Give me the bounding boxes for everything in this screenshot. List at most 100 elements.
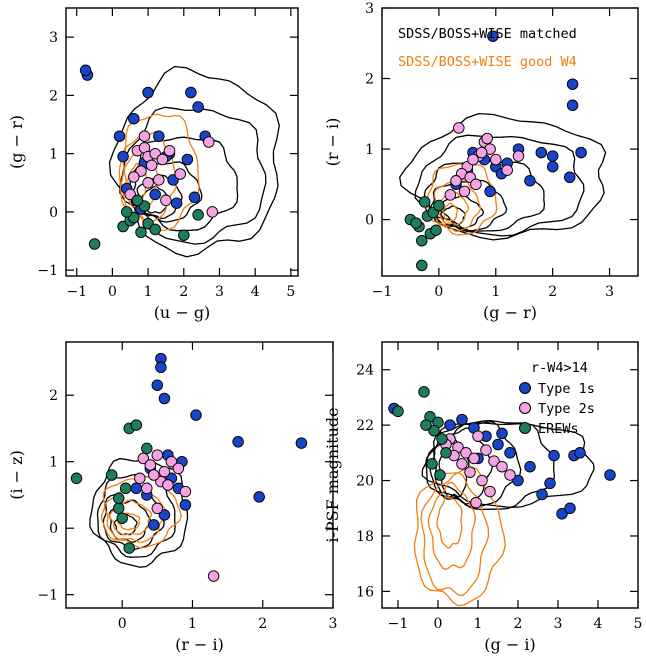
x-tick-label: 3 [554,616,563,632]
x-tick-label: 0 [108,284,117,300]
contour-good_w4 [420,471,490,597]
point-type1 [546,160,559,173]
point-erew [149,223,161,236]
point-type1 [566,78,579,90]
point-type2 [148,469,160,481]
point-erew [70,472,83,485]
x-tick-label: 3 [329,616,338,632]
x-tick-label: 5 [634,616,643,632]
y-tick-label: 2 [365,72,374,88]
point-type2 [444,189,457,201]
x-tick-label: 0 [434,616,443,632]
point-type2 [156,153,169,166]
point-type1 [232,436,244,448]
point-type2 [158,465,171,478]
point-type2 [141,482,153,495]
point-type1 [544,477,556,490]
contour-matched [108,65,280,258]
panel-gr-ri: −1 0 1 2 3 0 1 2 3 (g − r) (r − i) [323,1,639,322]
plot-frame [65,341,334,609]
legend-matched: SDSS/BOSS+WISE matched [398,26,577,42]
legend-type1-marker [519,382,531,394]
point-type1 [484,185,496,198]
contour-matched [113,513,138,536]
point-type2 [453,122,465,134]
x-tick-label: 4 [251,284,260,300]
point-erew [416,259,428,272]
point-type1 [524,460,536,473]
point-erew [434,469,446,481]
point-erew [119,482,132,495]
point-type1 [158,392,171,405]
panel-ri-iz: 0 1 2 3 −1 0 1 2 (r − i) (i − z) [7,341,338,654]
point-type2 [174,168,186,180]
legend-erew-marker [519,422,531,434]
point-type1 [524,175,536,187]
point-erew [426,458,438,470]
x-tick-label: 3 [605,284,614,300]
point-type2 [145,159,158,172]
point-type1 [155,361,167,374]
point-type1 [492,438,504,451]
x-tick-label: 1 [144,284,153,300]
legend-good-w4: SDSS/BOSS+WISE good W4 [398,54,577,70]
point-type2 [179,485,192,498]
point-type1 [130,482,143,495]
point-erew [178,229,190,241]
point-type2 [163,144,176,157]
x-tick-label: 2 [514,616,523,632]
point-type2 [476,474,488,487]
point-type1 [253,491,265,503]
y-tick-label: 1 [49,455,58,471]
contour-matched [399,112,607,241]
x-tick-label: 2 [548,284,557,300]
y-tick-label: 22 [356,418,374,434]
point-erew [410,217,422,229]
contour-good_w4 [436,494,463,549]
point-type1 [556,508,568,520]
x-axis-label: (r − i) [175,635,224,654]
plot-frame [65,7,299,277]
point-type2 [151,449,164,461]
point-type2 [460,447,472,459]
x-tick-label: −1 [388,616,409,632]
point-erew [430,224,442,236]
point-erew [433,199,445,212]
contour-good_w4 [427,481,476,571]
point-erew [141,442,153,455]
point-erew [131,194,144,207]
contour-matched [429,179,508,233]
point-type2 [501,164,513,176]
point-type1 [181,153,194,166]
point-type1 [153,130,165,142]
y-tick-label: 16 [356,584,374,600]
point-type2 [153,174,165,186]
y-axis-label: i-PSF magnitude [323,407,342,542]
point-type2 [475,146,488,159]
point-erew [416,234,428,247]
panel-gi-mag: −1 0 1 2 3 4 5 16 18 20 22 24 (g − i) i-PSF magnitude [323,341,643,654]
point-erew [192,209,204,221]
x-tick-label: 5 [286,284,295,300]
point-type1 [190,409,202,421]
point-type2 [142,177,154,189]
point-type1 [148,519,160,531]
contour-good_w4 [108,499,153,536]
point-type2 [134,472,146,485]
point-type2 [504,469,516,481]
point-type2 [160,194,172,207]
point-type2 [162,479,174,491]
point-type1 [456,413,468,426]
point-type2 [456,458,468,470]
point-type1 [566,99,579,112]
point-type1 [536,488,548,501]
y-tick-label: 0 [365,213,374,229]
point-type2 [490,153,502,166]
contour-matched [423,159,546,232]
point-erew [418,196,431,208]
legend-title: r-W4>14 [531,360,588,376]
x-tick-label: 0 [434,284,443,300]
y-axis-label: (r − i) [323,118,342,167]
